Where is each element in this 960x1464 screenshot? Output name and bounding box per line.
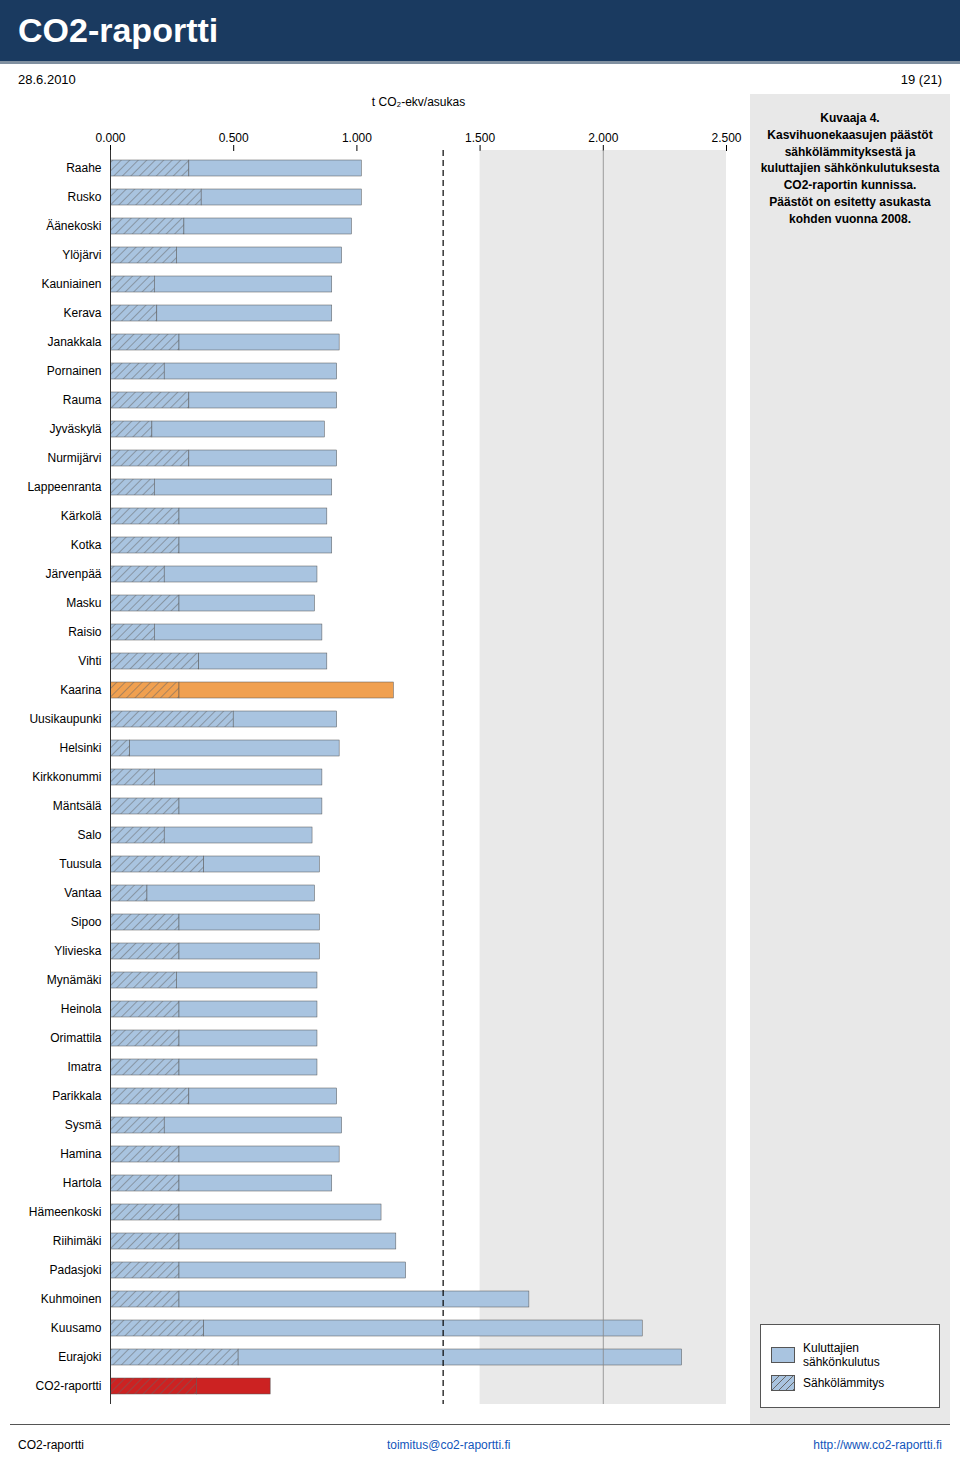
svg-text:Kaarina: Kaarina bbox=[60, 683, 102, 697]
html-text:http://www.co2-raportti.fi: http://www.co2-raportti.fi bbox=[813, 1438, 942, 1452]
svg-text:Salo: Salo bbox=[77, 828, 101, 842]
svg-text:Äänekoski: Äänekoski bbox=[46, 219, 101, 233]
svg-text:1.500: 1.500 bbox=[465, 131, 495, 145]
svg-text:Mynämäki: Mynämäki bbox=[47, 973, 102, 987]
svg-text:Raisio: Raisio bbox=[68, 625, 102, 639]
svg-text:Tuusula: Tuusula bbox=[59, 857, 102, 871]
svg-text:Pornainen: Pornainen bbox=[47, 364, 102, 378]
html-text:Sähkölämmitys: Sähkölämmitys bbox=[803, 1376, 885, 1390]
svg-text:Sipoo: Sipoo bbox=[71, 915, 102, 929]
svg-text:Orimattila: Orimattila bbox=[50, 1031, 102, 1045]
svg-text:Järvenpää: Järvenpää bbox=[45, 567, 101, 581]
svg-text:Kuhmoinen: Kuhmoinen bbox=[41, 1292, 102, 1306]
svg-text:0.500: 0.500 bbox=[219, 131, 249, 145]
svg-text:Hämeenkoski: Hämeenkoski bbox=[29, 1205, 102, 1219]
svg-text:Hamina: Hamina bbox=[60, 1147, 102, 1161]
svg-text:Rauma: Rauma bbox=[63, 393, 102, 407]
svg-text:2.000: 2.000 bbox=[588, 131, 618, 145]
svg-text:Kirkkonummi: Kirkkonummi bbox=[32, 770, 101, 784]
svg-text:Vantaa: Vantaa bbox=[64, 886, 101, 900]
svg-text:Jyväskylä: Jyväskylä bbox=[49, 422, 101, 436]
svg-text:Heinola: Heinola bbox=[61, 1002, 102, 1016]
html-text:Kuvaaja 4. Kasvihuonekaasujen: Kuvaaja 4. Kasvihuonekaasujen päästöt sä… bbox=[760, 111, 940, 226]
svg-text:Riihimäki: Riihimäki bbox=[53, 1234, 102, 1248]
svg-text:Kuusamo: Kuusamo bbox=[51, 1321, 102, 1335]
svg-text:Nurmijärvi: Nurmijärvi bbox=[48, 451, 102, 465]
svg-text:Raahe: Raahe bbox=[66, 161, 102, 175]
svg-text:Parikkala: Parikkala bbox=[52, 1089, 102, 1103]
svg-text:1.000: 1.000 bbox=[342, 131, 372, 145]
html-text:28.6.2010: 28.6.2010 bbox=[18, 71, 76, 87]
html-text:toimitus@co2-raportti.fi: toimitus@co2-raportti.fi bbox=[386, 1438, 511, 1452]
svg-text:Kotka: Kotka bbox=[71, 538, 102, 552]
svg-text:Sysmä: Sysmä bbox=[65, 1118, 102, 1132]
svg-text:Janakkala: Janakkala bbox=[47, 335, 101, 349]
svg-text:t CO₂-ekv/asukas: t CO₂-ekv/asukas bbox=[372, 95, 465, 109]
svg-text:Vihti: Vihti bbox=[78, 654, 101, 668]
html-text:CO2-raportti: CO2-raportti bbox=[18, 11, 219, 49]
svg-text:Ylivieska: Ylivieska bbox=[54, 944, 102, 958]
svg-text:CO2-raportti: CO2-raportti bbox=[35, 1379, 101, 1393]
svg-text:2.500: 2.500 bbox=[711, 131, 741, 145]
svg-text:Helsinki: Helsinki bbox=[59, 741, 101, 755]
svg-text:Kärkolä: Kärkolä bbox=[61, 509, 102, 523]
svg-text:Ylöjärvi: Ylöjärvi bbox=[62, 248, 101, 262]
svg-text:Mäntsälä: Mäntsälä bbox=[53, 799, 102, 813]
html-text:Kuluttajien sähkönkulutus: Kuluttajien sähkönkulutus bbox=[803, 1341, 880, 1369]
svg-text:Kerava: Kerava bbox=[63, 306, 101, 320]
svg-text:Kauniainen: Kauniainen bbox=[41, 277, 101, 291]
svg-text:Masku: Masku bbox=[66, 596, 101, 610]
html-text:CO2-raportti: CO2-raportti bbox=[18, 1438, 84, 1452]
svg-text:Imatra: Imatra bbox=[67, 1060, 101, 1074]
svg-text:Eurajoki: Eurajoki bbox=[58, 1350, 101, 1364]
svg-text:0.000: 0.000 bbox=[95, 131, 125, 145]
svg-text:Padasjoki: Padasjoki bbox=[49, 1263, 101, 1277]
svg-text:Hartola: Hartola bbox=[63, 1176, 102, 1190]
svg-text:Uusikaupunki: Uusikaupunki bbox=[29, 712, 101, 726]
svg-text:Lappeenranta: Lappeenranta bbox=[27, 480, 101, 494]
html-text:19 (21): 19 (21) bbox=[900, 71, 942, 87]
svg-text:Rusko: Rusko bbox=[67, 190, 101, 204]
